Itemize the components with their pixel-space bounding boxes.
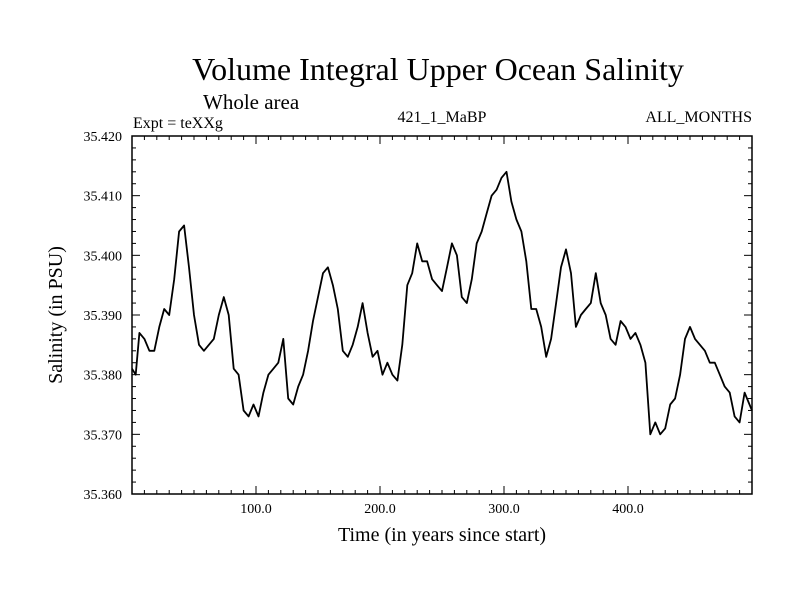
y-tick-label: 35.370 — [84, 428, 123, 443]
chart-subtitle: Whole area — [203, 90, 300, 114]
months-label: ALL_MONTHS — [645, 109, 752, 126]
x-axis-label: Time (in years since start) — [338, 524, 546, 546]
y-tick-label: 35.420 — [84, 130, 123, 145]
x-tick-label: 100.0 — [240, 502, 272, 517]
series-line — [131, 170, 753, 436]
y-tick-label: 35.410 — [84, 190, 123, 205]
y-axis-ticks: 35.360 35.370 35.380 35.390 35.400 35.410 35.4… — [84, 130, 752, 503]
x-tick-label: 400.0 — [612, 502, 644, 517]
run-id-label: 421_1_MaBP — [398, 109, 487, 126]
y-tick-label: 35.380 — [84, 369, 123, 384]
y-tick-label: 35.390 — [84, 309, 123, 324]
x-tick-label: 300.0 — [488, 502, 520, 517]
x-tick-label: 200.0 — [364, 502, 396, 517]
y-axis-label: Salinity (in PSU) — [45, 246, 67, 384]
y-tick-label: 35.360 — [84, 488, 123, 503]
y-tick-label: 35.400 — [84, 249, 123, 264]
experiment-label: Expt = teXXg — [133, 115, 223, 132]
chart-title: Volume Integral Upper Ocean Salinity — [192, 51, 684, 87]
plot-frame — [131, 135, 753, 495]
x-axis-ticks: 100.0 200.0 300.0 400.0 — [143, 136, 741, 517]
